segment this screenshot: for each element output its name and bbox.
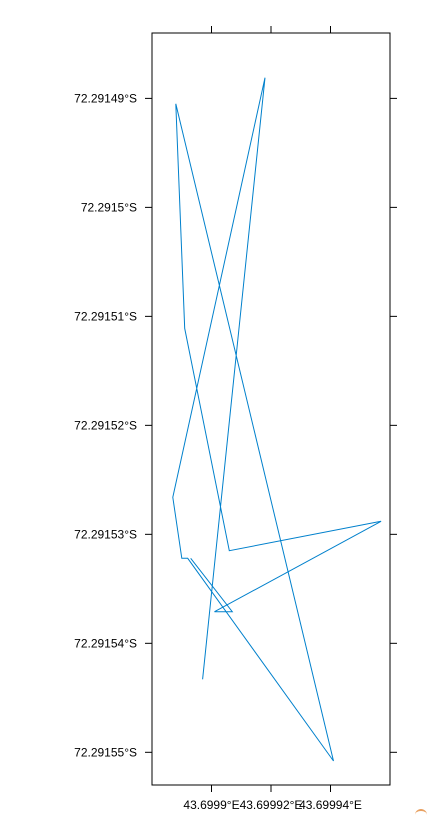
x-axis: 43.6999°E 43.69992°E43.69994°E bbox=[183, 785, 362, 812]
x-tick-label-2: 43.69994°E bbox=[299, 798, 362, 812]
x-tick-label-1: 43.69992°E bbox=[240, 798, 303, 812]
plot-panel-border bbox=[152, 33, 390, 785]
y-tick-label-6: 72.29155°S bbox=[74, 745, 137, 759]
corner-mark bbox=[415, 809, 427, 816]
y-tick-label-2: 72.29151°S bbox=[74, 309, 137, 323]
y-tick-label-5: 72.29154°S bbox=[74, 636, 137, 650]
series-line-0 bbox=[173, 78, 381, 761]
x-axis-top-ticks bbox=[212, 26, 331, 33]
y-axis-right-ticks bbox=[390, 98, 397, 752]
y-tick-label-0: 72.29149°S bbox=[74, 91, 137, 105]
y-tick-label-4: 72.29153°S bbox=[74, 527, 137, 541]
x-tick-label-0: 43.6999°E bbox=[183, 798, 239, 812]
y-tick-label-3: 72.29152°S bbox=[74, 418, 137, 432]
y-tick-label-1: 72.2915°S bbox=[81, 200, 137, 214]
series-layer bbox=[173, 78, 381, 761]
y-axis: 72.29149°S 72.2915°S 72.29151°S 72.29152°S 7… bbox=[74, 91, 152, 759]
